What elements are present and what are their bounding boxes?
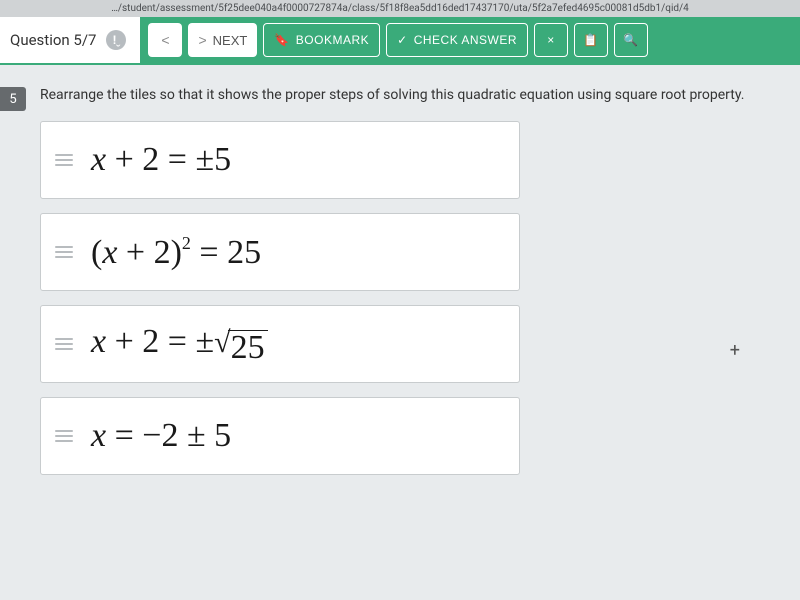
question-prompt: Rearrange the tiles so that it shows the… <box>40 87 768 103</box>
calendar-icon: 📋 <box>583 33 598 47</box>
drag-handle-icon[interactable] <box>55 338 73 350</box>
content-area: 5 Rearrange the tiles so that it shows t… <box>0 65 800 497</box>
sortable-tile[interactable]: (x + 2)2 = 25 <box>40 213 520 291</box>
sortable-tile[interactable]: x + 2 = ±5 <box>40 121 520 199</box>
header-bar: Question 5/7 !ˬ < > NEXT 🔖 BOOKMARK ✓ CH… <box>0 17 800 65</box>
next-label: NEXT <box>213 33 248 48</box>
question-number-badge: 5 <box>0 87 26 111</box>
bookmark-icon: 🔖 <box>274 33 289 47</box>
drag-handle-icon[interactable] <box>55 246 73 258</box>
close-button[interactable]: × <box>534 23 568 57</box>
close-icon: × <box>547 33 555 47</box>
add-tile-icon[interactable]: + <box>730 340 740 361</box>
prev-button[interactable]: < <box>148 23 182 57</box>
equation: x + 2 = ±5 <box>91 141 231 179</box>
tile-list: x + 2 = ±5 (x + 2)2 = 25 x + 2 = ±√25 x … <box>40 121 520 475</box>
bookmark-label: BOOKMARK <box>296 33 369 47</box>
check-icon: ✓ <box>397 33 408 47</box>
equation: x + 2 = ±√25 <box>91 323 268 365</box>
bookmark-button[interactable]: 🔖 BOOKMARK <box>263 23 380 57</box>
next-button[interactable]: > NEXT <box>188 23 257 57</box>
equation: x = −2 ± 5 <box>91 417 231 455</box>
drag-handle-icon[interactable] <box>55 430 73 442</box>
info-icon[interactable]: !ˬ <box>106 30 126 50</box>
search-button[interactable]: 🔍 <box>614 23 648 57</box>
drag-handle-icon[interactable] <box>55 154 73 166</box>
prompt-area: Rearrange the tiles so that it shows the… <box>40 87 768 475</box>
check-answer-button[interactable]: ✓ CHECK ANSWER <box>386 23 528 57</box>
search-icon: 🔍 <box>623 33 638 47</box>
toolbar: < > NEXT 🔖 BOOKMARK ✓ CHECK ANSWER × 📋 🔍 <box>140 17 800 63</box>
sortable-tile[interactable]: x = −2 ± 5 <box>40 397 520 475</box>
equation: (x + 2)2 = 25 <box>91 233 261 272</box>
chevron-right-icon: > <box>198 32 206 48</box>
notes-button[interactable]: 📋 <box>574 23 608 57</box>
chevron-left-icon: < <box>161 32 169 48</box>
url-bar: …/student/assessment/5f25dee040a4f000072… <box>0 0 800 17</box>
check-label: CHECK ANSWER <box>414 33 517 47</box>
sortable-tile[interactable]: x + 2 = ±√25 <box>40 305 520 383</box>
question-counter-text: Question 5/7 <box>10 31 96 49</box>
question-counter: Question 5/7 !ˬ <box>0 30 140 50</box>
